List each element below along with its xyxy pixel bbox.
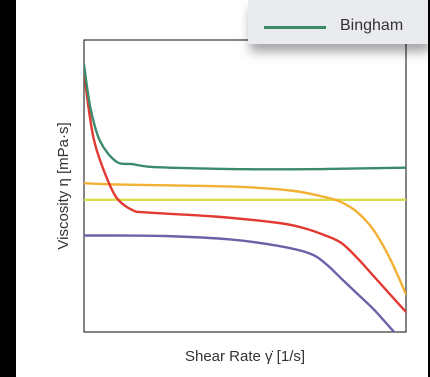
y-axis-label: Viscosity η [mPa·s] <box>55 122 72 249</box>
plot-frame <box>83 39 407 333</box>
legend: Bingham <box>248 0 428 44</box>
legend-swatch-bingham <box>264 26 326 29</box>
series-line-curve-2 <box>84 182 406 296</box>
series-line-curve-4 <box>84 64 406 314</box>
series-line-bingham <box>84 63 406 171</box>
series-line-curve-5 <box>84 234 396 332</box>
x-axis-label: Shear Rate γ̇ [1/s] <box>185 348 305 365</box>
chart-panel <box>16 0 428 377</box>
legend-label-bingham: Bingham <box>340 17 404 34</box>
series-layer <box>84 63 406 332</box>
